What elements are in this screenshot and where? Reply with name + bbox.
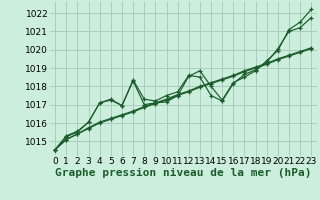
X-axis label: Graphe pression niveau de la mer (hPa): Graphe pression niveau de la mer (hPa) bbox=[55, 168, 311, 178]
